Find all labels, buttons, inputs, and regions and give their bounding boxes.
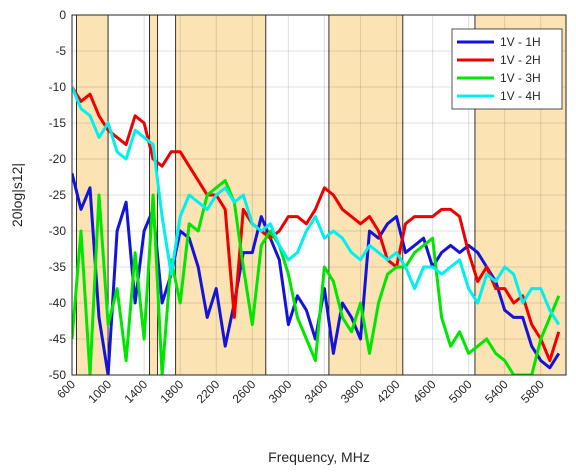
y-axis-label: 20log|s12| [9,163,25,227]
y-tick-label: -15 [49,116,67,130]
x-tick-label: 4200 [374,377,403,406]
x-tick-label: 3400 [302,377,331,406]
y-tick-label: -10 [49,80,67,94]
y-tick-label: -5 [55,44,66,58]
x-tick-label: 5400 [482,377,511,406]
y-tick-label: -20 [49,152,67,166]
y-tick-label: -50 [49,368,67,382]
x-tick-label: 3800 [338,377,367,406]
y-tick-label: 0 [59,8,66,22]
x-tick-label: 1400 [121,377,150,406]
x-tick-label: 3000 [266,377,295,406]
series-line [72,86,561,326]
legend-label: 1V - 2H [500,53,541,67]
y-tick-label: -25 [49,188,67,202]
y-tick-label: -40 [49,296,67,310]
x-tick-label: 1000 [85,377,114,406]
legend-label: 1V - 3H [500,71,541,85]
x-tick-label: 2600 [230,377,259,406]
y-tick-label: -35 [49,260,67,274]
x-tick-label: 2200 [194,377,223,406]
plot-frame [71,14,567,376]
legend-label: 1V - 1H [500,35,541,49]
y-tick-label: -45 [49,332,67,346]
x-tick-label: 4600 [410,377,439,406]
x-tick-label: 5000 [446,377,475,406]
series-line [72,179,561,375]
y-tick-label: -30 [49,224,67,238]
x-tick-label: 1800 [158,377,187,406]
legend-label: 1V - 4H [500,89,541,103]
series-line [72,86,561,363]
x-tick-label: 5800 [518,377,547,406]
x-axis-label: Frequency, MHz [268,449,370,465]
